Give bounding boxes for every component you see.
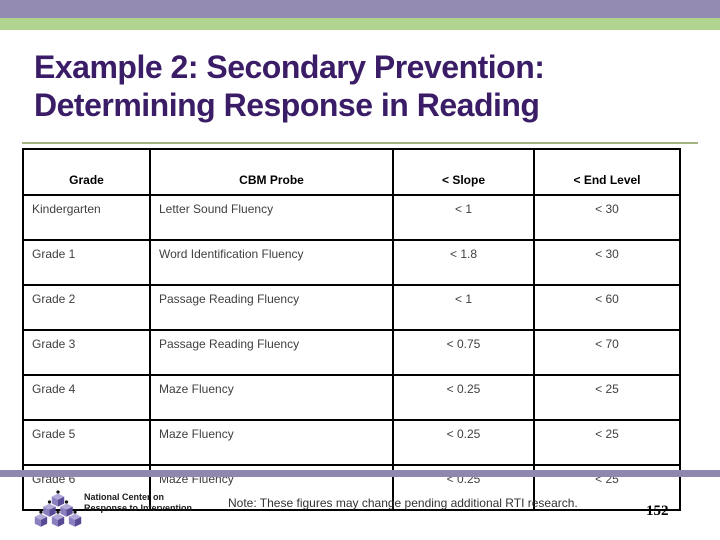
table-row: Grade 4 Maze Fluency < 0.25 < 25 xyxy=(22,374,681,421)
table-cell: Kindergarten xyxy=(22,194,151,241)
header-end-level: < End Level xyxy=(533,148,681,196)
table-cell: Grade 3 xyxy=(22,329,151,376)
benchmark-table: Grade CBM Probe < Slope < End Level Kind… xyxy=(22,148,681,511)
ncrti-logo-icon xyxy=(34,490,82,527)
page-number: 152 xyxy=(646,503,669,519)
footer-accent-bar xyxy=(0,470,720,477)
footer-note: Note: These figures may change pending a… xyxy=(228,496,578,510)
table-row: Grade 3 Passage Reading Fluency < 0.75 < 70 xyxy=(22,329,681,376)
table-cell: < 70 xyxy=(533,329,681,376)
header-grade: Grade xyxy=(22,148,151,196)
slide-title-line1: Example 2: Secondary Prevention: xyxy=(34,49,545,85)
table-cell: < 1.8 xyxy=(392,239,535,286)
table-cell: Letter Sound Fluency xyxy=(149,194,394,241)
table-cell: Grade 1 xyxy=(22,239,151,286)
table-cell: < 30 xyxy=(533,194,681,241)
table-row: Grade 5 Maze Fluency < 0.25 < 25 xyxy=(22,419,681,466)
table-cell: Word Identification Fluency xyxy=(149,239,394,286)
table-row: Grade 2 Passage Reading Fluency < 1 < 60 xyxy=(22,284,681,331)
table-cell: Passage Reading Fluency xyxy=(149,329,394,376)
table-cell: Grade 2 xyxy=(22,284,151,331)
table-cell: < 1 xyxy=(392,194,535,241)
table-cell: < 0.25 xyxy=(392,374,535,421)
table-cell: Maze Fluency xyxy=(149,419,394,466)
table-cell: Maze Fluency xyxy=(149,374,394,421)
org-name-line2: Response to Intervention xyxy=(84,503,193,513)
table-cell: < 30 xyxy=(533,239,681,286)
header-cbm-probe: CBM Probe xyxy=(149,148,394,196)
table-cell: < 1 xyxy=(392,284,535,331)
title-divider-line xyxy=(22,142,698,144)
green-accent-bar xyxy=(0,18,720,30)
table-row: Kindergarten Letter Sound Fluency < 1 < 30 xyxy=(22,194,681,241)
table-cell: Grade 5 xyxy=(22,419,151,466)
header-slope: < Slope xyxy=(392,148,535,196)
table-header-row: Grade CBM Probe < Slope < End Level xyxy=(22,148,681,196)
table-cell: < 25 xyxy=(533,374,681,421)
table-cell: < 25 xyxy=(533,419,681,466)
table-cell: < 0.75 xyxy=(392,329,535,376)
org-name-line1: National Center on xyxy=(84,492,165,502)
table-cell: Passage Reading Fluency xyxy=(149,284,394,331)
slide-title-line2: Determining Response in Reading xyxy=(34,87,540,123)
top-accent-bar xyxy=(0,0,720,18)
table-cell: < 0.25 xyxy=(392,419,535,466)
table-cell: < 60 xyxy=(533,284,681,331)
org-name: National Center on Response to Intervent… xyxy=(84,492,214,514)
slide-title: Example 2: Secondary Prevention: Determi… xyxy=(34,48,704,124)
table-row: Grade 1 Word Identification Fluency < 1.8 <… xyxy=(22,239,681,286)
table-body: Kindergarten Letter Sound Fluency < 1 < 30 G… xyxy=(22,194,681,511)
table-cell: Grade 4 xyxy=(22,374,151,421)
